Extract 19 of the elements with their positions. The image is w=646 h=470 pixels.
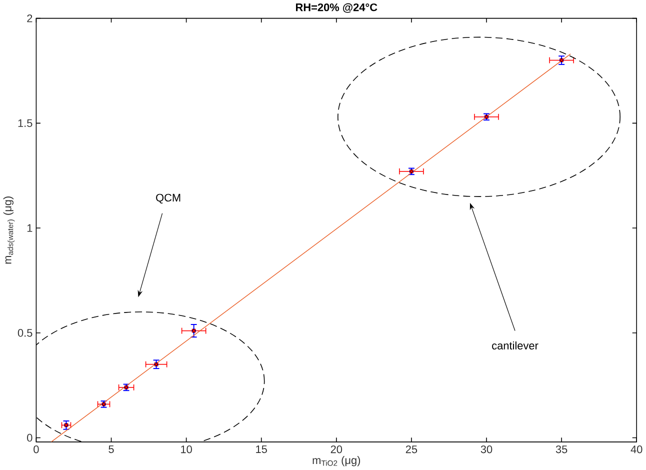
x-tick-label: 35 (556, 446, 568, 454)
x-tick-label: 15 (256, 446, 267, 454)
y-tick-label: 0.5 (18, 329, 32, 337)
x-tick-label: 10 (181, 446, 192, 454)
y-axis-title: m$_{ads(water)}$ (μg) (3, 196, 15, 264)
x-tick-label: 30 (480, 446, 492, 454)
y-tick-label: 1 (27, 224, 32, 232)
annotation: cantilever (492, 342, 538, 350)
chart-title: RH=20% @24°C (296, 4, 378, 14)
x-tick-label: 5 (108, 446, 114, 454)
y-tick-label: 2 (27, 14, 32, 22)
y-tick-label: 1.5 (18, 120, 32, 128)
x-tick-label: 0 (34, 446, 39, 454)
annotation: QCM (156, 194, 180, 204)
x-tick-label: 40 (630, 446, 642, 454)
x-tick-label: 20 (330, 446, 342, 454)
x-axis-title: m$_{TiO2}$ (μg) (312, 456, 360, 466)
x-tick-label: 25 (406, 446, 418, 454)
y-tick-label: 0 (27, 434, 32, 442)
